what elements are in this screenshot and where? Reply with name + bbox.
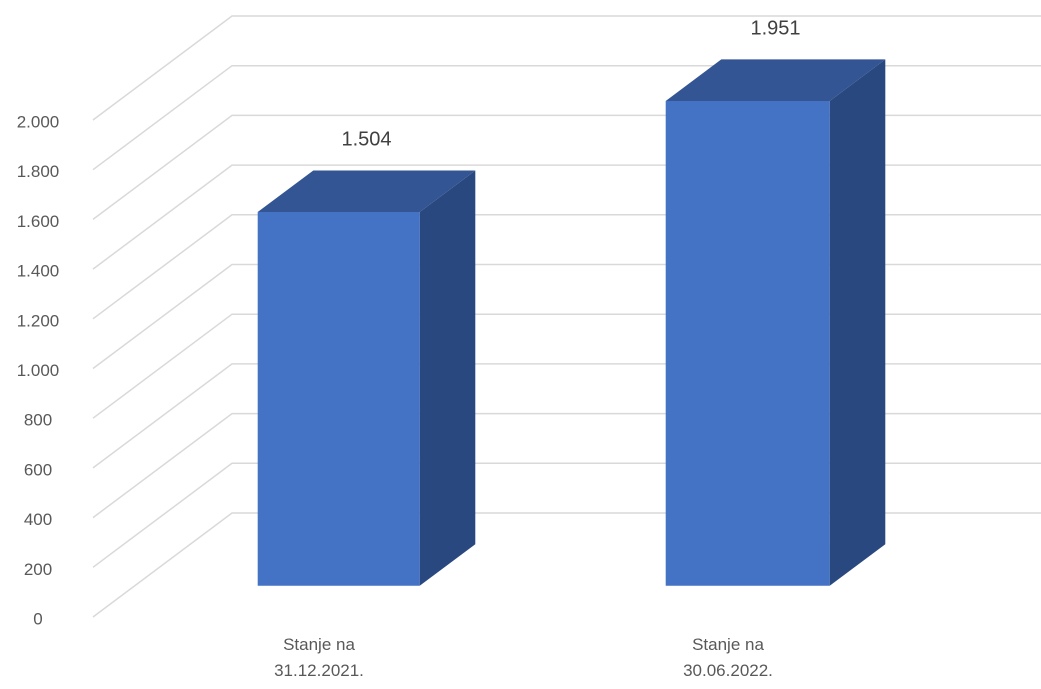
- y-tick-label: 1.600: [17, 212, 60, 231]
- y-tick-label: 1.200: [17, 311, 60, 330]
- y-tick-label: 400: [24, 510, 52, 529]
- y-tick-label: 600: [24, 460, 52, 479]
- bar: [257, 212, 420, 586]
- grid-line: [92, 512, 1041, 618]
- bar-top: [257, 170, 476, 213]
- grid-line: [92, 214, 1041, 320]
- bar: [665, 100, 830, 586]
- grid-line: [92, 363, 1041, 469]
- grid-line: [92, 462, 1041, 568]
- x-tick-label: Stanje na 31.12.2021.: [274, 635, 364, 680]
- grid-line: [92, 164, 1041, 270]
- bar-top: [665, 59, 886, 101]
- y-tick-label: 1.800: [17, 162, 60, 181]
- y-tick-label: 200: [24, 560, 52, 579]
- x-tick-label: Stanje na 30.06.2022.: [683, 635, 773, 680]
- grid-line: [92, 15, 1041, 121]
- y-tick-label: 1.000: [17, 361, 60, 380]
- grid-line: [92, 313, 1041, 419]
- grid-line: [92, 114, 1041, 221]
- value-label: 1.504: [341, 129, 391, 151]
- bar-side: [419, 170, 476, 586]
- bar-side: [829, 59, 886, 586]
- value-label: 1.951: [750, 18, 800, 40]
- y-tick-label: 1.400: [17, 262, 60, 281]
- y-tick-label: 2.000: [17, 112, 60, 131]
- grid-line: [92, 412, 1041, 519]
- grid-line: [92, 263, 1041, 370]
- y-tick-label: 800: [24, 411, 52, 430]
- grid-line: [92, 64, 1041, 171]
- y-tick-label: 0: [33, 609, 42, 628]
